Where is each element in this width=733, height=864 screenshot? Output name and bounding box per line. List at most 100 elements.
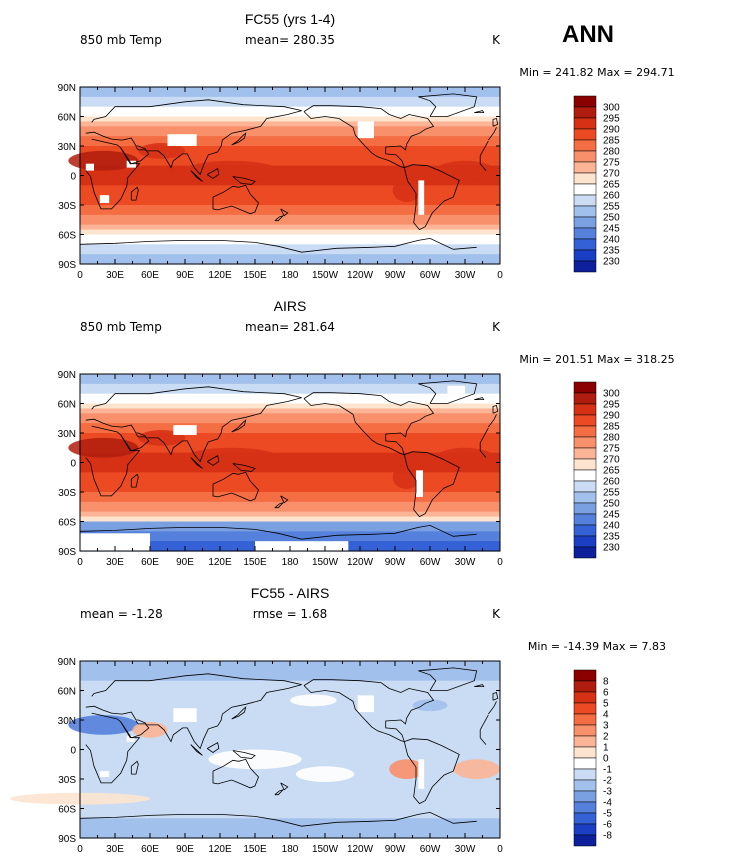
lat-tick-label: 30S xyxy=(58,488,76,499)
lat-tick-label: 30N xyxy=(58,716,76,727)
lon-tick-label: 30E xyxy=(106,557,124,568)
colorbar-swatch xyxy=(573,458,597,471)
lat-tick-label: 90N xyxy=(58,657,76,668)
lat-tick-label: 90S xyxy=(58,547,76,558)
colorbar-label: 4 xyxy=(603,710,609,721)
lon-tick-label: 150W xyxy=(312,557,339,568)
lat-tick-label: 30S xyxy=(58,201,76,212)
lon-tick-label: 120E xyxy=(208,844,232,855)
panel-units: K xyxy=(492,320,501,334)
lon-tick-label: 180 xyxy=(282,270,299,281)
panel-center-label: mean= 281.64 xyxy=(245,320,335,334)
colorbar-swatch xyxy=(573,128,597,141)
colorbar-swatch xyxy=(573,713,597,726)
lon-tick-label: 30W xyxy=(455,557,476,568)
missing-data-mask xyxy=(80,385,465,551)
colorbar-label: -6 xyxy=(603,820,612,831)
lon-tick-label: 0 xyxy=(497,844,503,855)
colorbar-swatch xyxy=(573,183,597,196)
colorbar-label: -4 xyxy=(603,798,612,809)
colorbar-swatch xyxy=(573,381,597,394)
lon-tick-label: 150W xyxy=(312,844,339,855)
lon-tick-label: 60E xyxy=(141,270,159,281)
lon-tick-label: 180 xyxy=(282,557,299,568)
colorbar-label: -1 xyxy=(603,765,612,776)
lon-tick-label: 150E xyxy=(243,844,267,855)
panel-units: K xyxy=(492,33,501,47)
colorbar-label: 245 xyxy=(603,224,620,235)
colorbar-label: 230 xyxy=(603,257,620,268)
lon-tick-label: 150E xyxy=(243,557,267,568)
colorbar-swatch xyxy=(573,249,597,262)
missing-data-mask xyxy=(99,695,425,789)
minmax-label: Min = 241.82 Max = 294.71 xyxy=(519,66,674,79)
colorbar-swatch xyxy=(573,834,597,847)
colorbar-swatch xyxy=(573,735,597,748)
panel-units: K xyxy=(492,607,501,621)
colorbar-label: 295 xyxy=(603,400,620,411)
colorbar-swatch xyxy=(573,480,597,493)
colorbar-swatch xyxy=(573,790,597,803)
lon-tick-label: 60W xyxy=(420,844,441,855)
colorbar-label: -5 xyxy=(603,809,612,820)
colorbar-label: 250 xyxy=(603,213,620,224)
lon-tick-label: 0 xyxy=(497,557,503,568)
colorbar-label: 2 xyxy=(603,732,609,743)
colorbar-label: 260 xyxy=(603,477,620,488)
lat-tick-label: 60S xyxy=(58,805,76,816)
colorbar-label: 3 xyxy=(603,721,609,732)
lat-tick-label: 30N xyxy=(58,429,76,440)
colorbar-label: 255 xyxy=(603,202,620,213)
colorbar-label: 230 xyxy=(603,543,620,554)
lon-tick-label: 150E xyxy=(243,270,267,281)
colorbar-label: 285 xyxy=(603,422,620,433)
lon-tick-label: 0 xyxy=(497,270,503,281)
panel-center-label: rmse = 1.68 xyxy=(253,607,327,621)
lon-tick-label: 60W xyxy=(420,270,441,281)
lat-tick-label: 60S xyxy=(58,231,76,242)
season-label: ANN xyxy=(562,21,614,48)
colorbar-swatch xyxy=(573,823,597,836)
colorbar-swatch xyxy=(573,150,597,163)
coastlines xyxy=(79,380,499,540)
colorbar-swatch xyxy=(573,172,597,185)
colorbar-label: 6 xyxy=(603,688,609,699)
panel-title: AIRS xyxy=(274,298,307,314)
colorbar-swatch xyxy=(573,260,597,273)
panel-title: FC55 - AIRS xyxy=(251,585,330,601)
lat-tick-label: 90S xyxy=(58,834,76,845)
lon-tick-label: 0 xyxy=(77,557,83,568)
colorbar-label: 290 xyxy=(603,125,620,136)
colorbar-swatch xyxy=(573,746,597,759)
colorbar-label: 8 xyxy=(603,677,609,688)
panel-title: FC55 (yrs 1-4) xyxy=(245,11,335,27)
lon-tick-label: 90E xyxy=(176,844,194,855)
map-field xyxy=(68,374,500,552)
lon-tick-label: 30E xyxy=(106,270,124,281)
lat-tick-label: 60N xyxy=(58,687,76,698)
colorbar-label: 235 xyxy=(603,246,620,257)
colorbar-swatch xyxy=(573,216,597,229)
colorbar-label: 280 xyxy=(603,433,620,444)
coastlines xyxy=(79,93,499,253)
lon-tick-label: 0 xyxy=(77,844,83,855)
colorbar-label: 270 xyxy=(603,169,620,180)
colorbar-swatch xyxy=(573,513,597,526)
colorbar-label: 290 xyxy=(603,411,620,422)
colorbar-swatch xyxy=(573,238,597,251)
colorbar-label: -8 xyxy=(603,831,612,842)
colorbar-label: 275 xyxy=(603,444,620,455)
lon-tick-label: 90E xyxy=(176,557,194,568)
colorbar-swatch xyxy=(573,106,597,119)
coastlines xyxy=(79,667,499,827)
colorbar-swatch xyxy=(573,227,597,240)
colorbar-label: 240 xyxy=(603,235,620,246)
lat-tick-label: 60N xyxy=(58,113,76,124)
colorbar-swatch xyxy=(573,139,597,152)
colorbar-swatch xyxy=(573,414,597,427)
colorbar-label: 1 xyxy=(603,743,609,754)
